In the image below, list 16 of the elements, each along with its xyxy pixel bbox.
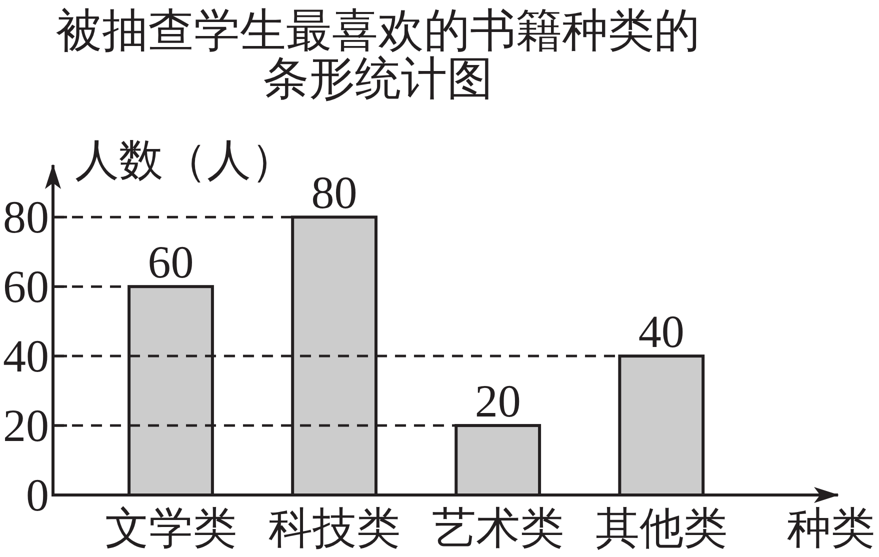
x-tick-label: 文学类: [104, 504, 237, 553]
y-tick-label: 80: [3, 192, 49, 243]
x-tick-label: 艺术类: [432, 504, 564, 553]
data-label: 80: [311, 167, 358, 218]
y-tick-label: 40: [3, 330, 49, 382]
x-tick-label: 其他类: [595, 504, 728, 553]
data-label: 40: [638, 306, 684, 358]
y-tick-label: 20: [3, 400, 49, 452]
chart-title: 被抽查学生最喜欢的书籍种类的条形统计图: [56, 5, 700, 104]
data-label: 60: [148, 236, 194, 288]
y-axis-title: 人数（人）: [75, 136, 295, 185]
data-label: 20: [474, 376, 521, 427]
x-axis-title: 种类: [787, 504, 875, 553]
x-tick-label: 科技类: [268, 504, 400, 553]
y-tick-label: 0: [26, 470, 49, 520]
y-tick-label: 60: [3, 261, 49, 312]
